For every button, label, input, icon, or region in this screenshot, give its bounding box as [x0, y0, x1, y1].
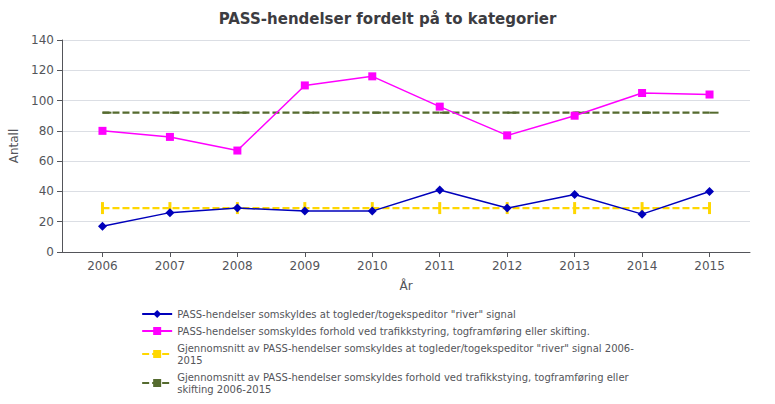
svg-text:60: 60: [39, 154, 54, 168]
svg-text:PASS-hendelser somskyldes forh: PASS-hendelser somskyldes forhold ved tr…: [177, 326, 590, 337]
svg-text:2015: 2015: [694, 259, 725, 273]
svg-text:2012: 2012: [492, 259, 523, 273]
svg-text:PASS-hendelser fordelt på to k: PASS-hendelser fordelt på to kategorier: [219, 10, 557, 28]
svg-text:2006: 2006: [87, 259, 118, 273]
svg-text:2008: 2008: [222, 259, 253, 273]
svg-text:100: 100: [31, 94, 54, 108]
svg-text:80: 80: [39, 124, 54, 138]
svg-text:PASS-hendelser somskyldes at t: PASS-hendelser somskyldes at togleder/to…: [177, 309, 516, 320]
svg-text:20: 20: [39, 215, 54, 229]
svg-text:2010: 2010: [357, 259, 388, 273]
svg-text:2014: 2014: [627, 259, 658, 273]
svg-text:140: 140: [31, 33, 54, 47]
svg-text:2013: 2013: [559, 259, 590, 273]
svg-text:0: 0: [46, 245, 54, 259]
svg-text:År: År: [399, 278, 412, 293]
svg-text:120: 120: [31, 63, 54, 77]
svg-text:2007: 2007: [155, 259, 186, 273]
svg-text:Gjennomsnitt av PASS-hendelser: Gjennomsnitt av PASS-hendelser somskylde…: [177, 343, 634, 354]
svg-text:skifting 2006-2015: skifting 2006-2015: [177, 384, 271, 395]
svg-text:2011: 2011: [424, 259, 455, 273]
svg-text:Antall: Antall: [7, 129, 21, 164]
svg-text:40: 40: [39, 184, 54, 198]
svg-text:2015: 2015: [177, 355, 202, 366]
svg-text:2009: 2009: [290, 259, 321, 273]
svg-text:Gjennomsnitt av PASS-hendelser: Gjennomsnitt av PASS-hendelser somskylde…: [177, 372, 629, 383]
